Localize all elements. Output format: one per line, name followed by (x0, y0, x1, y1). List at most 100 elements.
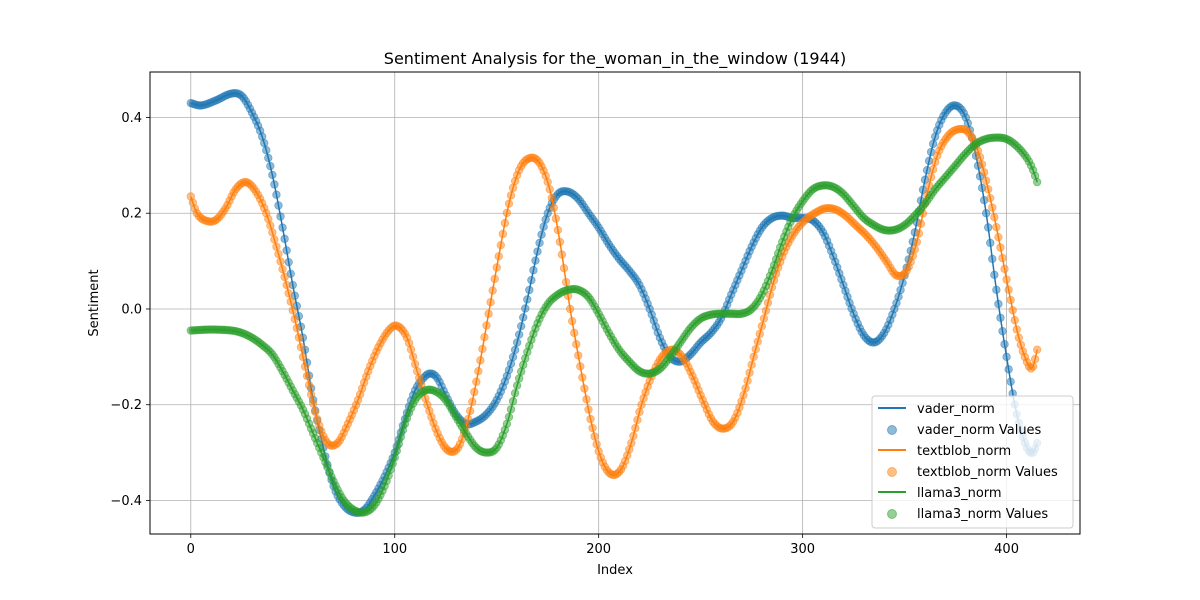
chart-title: Sentiment Analysis for the_woman_in_the_… (384, 49, 846, 69)
y-tick-label: −0.2 (110, 398, 142, 413)
data-point (981, 209, 991, 218)
data-point (910, 245, 919, 254)
data-point (290, 314, 299, 324)
x-tick-label: 100 (382, 542, 407, 557)
data-point (753, 337, 762, 346)
data-point (561, 277, 571, 287)
data-point (539, 222, 548, 231)
data-point (547, 193, 556, 203)
data-point (302, 371, 312, 381)
data-point (1000, 340, 1009, 349)
data-point (977, 160, 987, 169)
data-point (282, 246, 291, 255)
y-tick-label: −0.4 (110, 494, 142, 509)
data-point (627, 438, 636, 448)
data-point (998, 253, 1007, 263)
data-point (979, 168, 989, 177)
data-point (274, 201, 283, 210)
data-point (262, 146, 271, 155)
data-point (1028, 362, 1038, 371)
data-point (519, 313, 528, 322)
data-point (415, 373, 424, 383)
data-point (912, 237, 922, 247)
series-layer (186, 88, 1042, 517)
data-point (488, 286, 497, 295)
data-point (510, 388, 520, 398)
data-point (633, 415, 642, 425)
data-point (280, 234, 289, 244)
data-point (751, 345, 760, 354)
x-axis-label: Index (597, 563, 633, 578)
data-point (529, 266, 538, 275)
data-point (514, 330, 524, 339)
data-point (506, 191, 516, 200)
data-point (311, 407, 320, 416)
series-textblob_norm (186, 124, 1042, 480)
data-point (896, 285, 905, 295)
data-point (990, 270, 999, 280)
data-point (288, 306, 297, 315)
data-point (545, 185, 554, 194)
data-point (572, 340, 581, 349)
data-point (531, 256, 540, 265)
data-point (551, 214, 561, 223)
data-point (996, 243, 1005, 252)
legend-label: vader_norm Values (917, 423, 1042, 438)
data-point (502, 208, 512, 218)
data-point (535, 238, 544, 248)
data-point (926, 172, 936, 182)
data-point (916, 219, 926, 228)
data-point (272, 242, 281, 251)
data-point (278, 264, 287, 274)
data-point (284, 289, 293, 298)
x-tick-label: 300 (790, 542, 815, 557)
data-point (463, 414, 473, 424)
data-point (928, 165, 938, 174)
data-point (986, 193, 995, 203)
data-point (266, 221, 275, 230)
legend-label: textblob_norm Values (917, 465, 1058, 480)
data-point (926, 147, 936, 157)
data-point (408, 352, 418, 361)
data-point (994, 232, 1003, 242)
data-point (521, 304, 530, 313)
data-point (743, 376, 752, 385)
data-point (981, 176, 991, 185)
data-point (555, 237, 565, 247)
data-point (523, 295, 532, 304)
data-point (512, 381, 522, 390)
data-point (472, 377, 481, 386)
legend-label: textblob_norm (917, 444, 1011, 459)
data-point (1002, 275, 1011, 284)
data-point (1000, 264, 1009, 274)
data-point (924, 181, 934, 190)
data-point (1002, 352, 1011, 362)
data-point (992, 285, 1001, 295)
data-point (1030, 354, 1040, 364)
data-point (508, 397, 518, 406)
data-point (510, 345, 520, 355)
data-point (1014, 333, 1024, 342)
data-point (270, 180, 279, 189)
data-point (986, 238, 995, 248)
data-point (629, 431, 638, 441)
data-point (468, 397, 477, 406)
data-point (500, 218, 510, 228)
data-point (990, 213, 999, 222)
data-point (984, 185, 993, 194)
data-point (578, 373, 587, 382)
data-point (631, 423, 640, 433)
legend-label: vader_norm (917, 402, 995, 417)
data-point (496, 240, 505, 250)
data-point (260, 138, 269, 148)
data-point (553, 225, 563, 235)
data-point (276, 212, 285, 221)
y-tick-label: 0.4 (121, 111, 142, 126)
data-point (268, 228, 277, 237)
data-point (592, 440, 601, 449)
series-llama3_norm (186, 133, 1042, 517)
data-point (292, 323, 302, 333)
data-point (504, 199, 514, 208)
data-point (898, 278, 907, 288)
data-point (574, 351, 583, 360)
